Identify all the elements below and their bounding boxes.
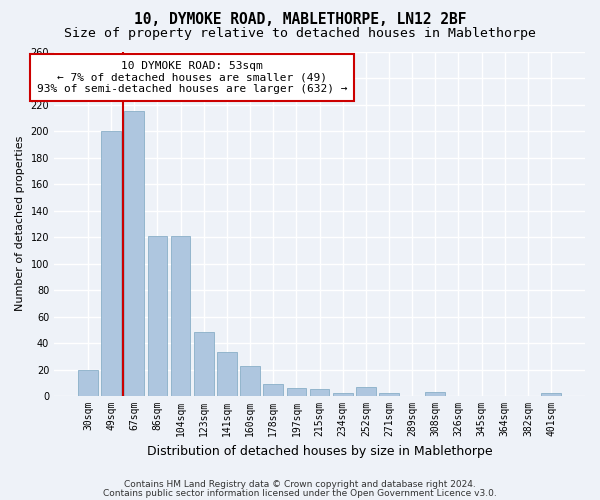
- Bar: [148, 236, 167, 396]
- Text: Size of property relative to detached houses in Mablethorpe: Size of property relative to detached ho…: [64, 28, 536, 40]
- Text: 10 DYMOKE ROAD: 53sqm
← 7% of detached houses are smaller (49)
93% of semi-detac: 10 DYMOKE ROAD: 53sqm ← 7% of detached h…: [37, 61, 347, 94]
- Bar: [124, 111, 144, 396]
- Bar: [333, 394, 353, 396]
- Bar: [101, 131, 121, 396]
- Bar: [287, 388, 306, 396]
- Bar: [240, 366, 260, 396]
- Y-axis label: Number of detached properties: Number of detached properties: [15, 136, 25, 312]
- Bar: [194, 332, 214, 396]
- Bar: [379, 394, 399, 396]
- X-axis label: Distribution of detached houses by size in Mablethorpe: Distribution of detached houses by size …: [147, 444, 493, 458]
- Text: 10, DYMOKE ROAD, MABLETHORPE, LN12 2BF: 10, DYMOKE ROAD, MABLETHORPE, LN12 2BF: [134, 12, 466, 28]
- Bar: [171, 236, 190, 396]
- Bar: [263, 384, 283, 396]
- Bar: [78, 370, 98, 396]
- Bar: [310, 390, 329, 396]
- Bar: [541, 394, 561, 396]
- Text: Contains public sector information licensed under the Open Government Licence v3: Contains public sector information licen…: [103, 488, 497, 498]
- Bar: [217, 352, 237, 396]
- Bar: [425, 392, 445, 396]
- Text: Contains HM Land Registry data © Crown copyright and database right 2024.: Contains HM Land Registry data © Crown c…: [124, 480, 476, 489]
- Bar: [356, 387, 376, 396]
